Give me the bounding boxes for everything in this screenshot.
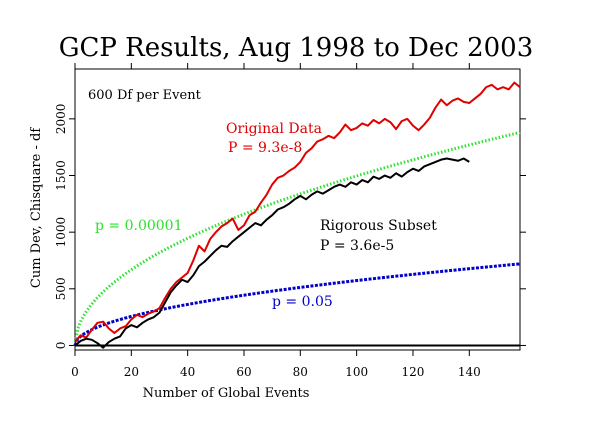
x-tick-label: 20 xyxy=(124,365,139,379)
x-tick-label: 80 xyxy=(293,365,308,379)
df-note: 600 Df per Event xyxy=(88,88,202,103)
series-rigorous-subset-line xyxy=(74,157,470,349)
p-00001-label: p = 0.00001 xyxy=(95,218,183,234)
y-axis-label: Cum Dev, Chisquare - df xyxy=(29,127,44,288)
x-tick-label: 0 xyxy=(71,365,79,379)
y-tick-label: 2000 xyxy=(54,104,68,135)
original-data-label: Original Data xyxy=(226,121,322,137)
y-tick-label: 1500 xyxy=(54,160,68,191)
x-tick-label: 60 xyxy=(236,365,251,379)
x-tick-label: 100 xyxy=(345,365,368,379)
p-005-label: p = 0.05 xyxy=(272,294,333,310)
x-tick-label: 120 xyxy=(402,365,425,379)
rigorous-subset-label: Rigorous Subset xyxy=(320,218,437,234)
y-tick-label: 0 xyxy=(54,342,68,350)
series-p-0-05-line xyxy=(73,262,521,347)
rigorous-subset-p: P = 3.6e-5 xyxy=(320,238,394,254)
chart-title: GCP Results, Aug 1998 to Dec 2003 xyxy=(59,33,534,63)
curves-layer xyxy=(73,81,521,349)
y-tick-label: 1000 xyxy=(54,217,68,248)
x-axis-label: Number of Global Events xyxy=(143,386,310,401)
x-tick-label: 140 xyxy=(458,365,481,379)
series-p-0-00001-line xyxy=(73,130,521,346)
series-original-data-line xyxy=(74,81,521,343)
y-tick-label: 500 xyxy=(54,277,68,300)
plot-frame xyxy=(74,68,521,351)
original-data-p: P = 9.3e-8 xyxy=(228,140,302,156)
ticks-layer: 0 20 40 60 80 100 120 140 0 500 1000 1500 2000 xyxy=(54,63,526,379)
x-tick-label: 40 xyxy=(180,365,195,379)
